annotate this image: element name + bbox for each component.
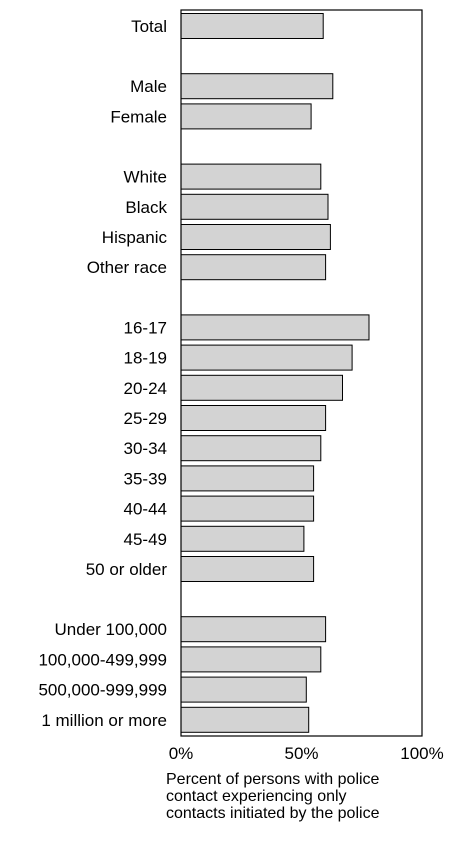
x-axis-title-line-1: Percent of persons with police xyxy=(166,771,380,788)
category-label-500-000-999-999: 500,000-999,999 xyxy=(38,681,167,700)
x-axis-title-line-3: contacts initiated by the police xyxy=(166,805,380,822)
category-label-25-29: 25-29 xyxy=(124,409,167,428)
bar-35-39 xyxy=(180,465,315,492)
x-axis-title: Percent of persons with police contact e… xyxy=(166,771,446,822)
bar-45-49 xyxy=(180,525,305,552)
bar-16-17 xyxy=(180,314,370,341)
bar-hispanic xyxy=(180,224,331,250)
category-label-20-24: 20-24 xyxy=(124,379,167,398)
x-tick-labels: 0% 50% 100% xyxy=(169,744,444,763)
bar-black xyxy=(180,193,329,220)
category-label-45-49: 45-49 xyxy=(124,530,167,549)
category-label-40-44: 40-44 xyxy=(124,500,167,519)
bar-female xyxy=(180,103,312,130)
bar-white xyxy=(180,163,322,190)
bar-other-race xyxy=(180,254,327,281)
bars-group xyxy=(180,13,370,733)
category-label-total: Total xyxy=(131,17,167,36)
category-label-18-19: 18-19 xyxy=(124,349,167,368)
category-label-black: Black xyxy=(125,198,167,217)
plot-frame xyxy=(180,9,423,737)
bar-under-100-000 xyxy=(180,616,327,643)
x-tick-label-100: 100% xyxy=(400,744,443,763)
category-label-male: Male xyxy=(130,77,167,96)
bar-20-24 xyxy=(180,374,343,401)
bar-50-or-older xyxy=(180,556,315,582)
category-label-white: White xyxy=(124,168,167,187)
bar-25-29 xyxy=(180,405,327,431)
x-tick-label-0: 0% xyxy=(169,744,194,763)
category-label-50-or-older: 50 or older xyxy=(86,560,168,579)
category-label-1-million-or-more: 1 million or more xyxy=(41,711,167,730)
category-label-female: Female xyxy=(110,107,167,126)
bar-30-34 xyxy=(180,435,322,462)
category-label-under-100-000: Under 100,000 xyxy=(55,620,167,639)
category-label-other-race: Other race xyxy=(87,258,167,277)
category-labels: Total Male Female White Black Hispanic Other r… xyxy=(38,17,167,730)
bar-1-million-or-more xyxy=(180,706,310,733)
category-label-16-17: 16-17 xyxy=(124,318,167,337)
bar-40-44 xyxy=(180,495,315,522)
category-label-30-34: 30-34 xyxy=(124,439,167,458)
bar-total xyxy=(180,13,324,39)
x-axis-title-line-2: contact experiencing only xyxy=(166,788,347,805)
bar-male xyxy=(180,73,334,100)
bar-100-000-499-999 xyxy=(180,646,322,673)
category-label-100-000-499-999: 100,000-499,999 xyxy=(38,650,167,669)
bar-18-19 xyxy=(180,344,353,371)
x-tick-label-50: 50% xyxy=(284,744,318,763)
category-label-35-39: 35-39 xyxy=(124,469,167,488)
bar-500-000-999-999 xyxy=(180,676,307,703)
category-label-hispanic: Hispanic xyxy=(102,228,168,247)
